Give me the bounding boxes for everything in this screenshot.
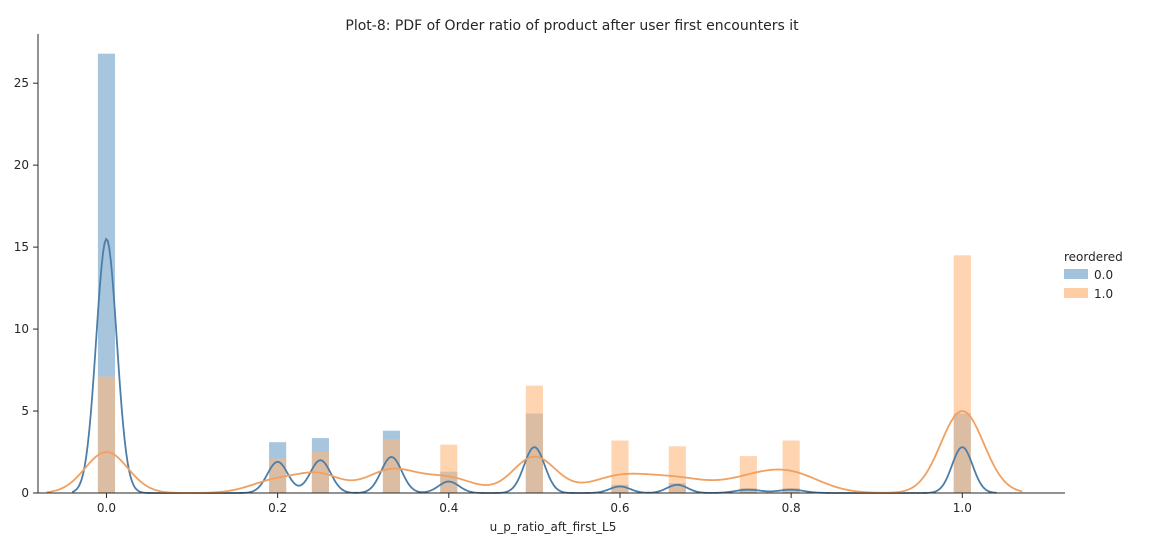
bar-s1-3 — [382, 438, 401, 493]
bars-layer — [97, 53, 971, 494]
x-tick-label-3: 0.6 — [610, 501, 629, 515]
legend-label-1-0: 1.0 — [1094, 287, 1113, 301]
x-tick-label-2: 0.4 — [439, 501, 458, 515]
x-tick-label-0: 0.0 — [97, 501, 116, 515]
y-tick-label-0: 0 — [21, 486, 29, 500]
legend-title: reordered — [1064, 250, 1123, 264]
bar-s1-4 — [440, 444, 458, 493]
legend-swatch-1-0 — [1064, 288, 1088, 298]
bar-s1-6 — [611, 440, 629, 493]
bar-s1-7 — [668, 446, 686, 493]
y-tick-label-2: 10 — [14, 322, 29, 336]
y-tick-label-1: 5 — [21, 404, 29, 418]
legend: reordered 0.0 1.0 — [1064, 250, 1123, 301]
bar-s1-0 — [97, 376, 116, 493]
bar-s1-10 — [953, 255, 971, 493]
legend-swatch-0-0 — [1064, 269, 1088, 279]
legend-label-0-0: 0.0 — [1094, 268, 1113, 282]
y-tick-label-3: 15 — [14, 240, 29, 254]
axes-layer: 0.0 0.2 0.4 0.6 0.8 1.0 0 5 10 15 20 25 — [14, 34, 1065, 515]
x-tick-label-4: 0.8 — [782, 501, 801, 515]
bar-s1-1 — [269, 458, 287, 493]
y-tick-label-5: 25 — [14, 76, 29, 90]
y-tick-label-4: 20 — [14, 158, 29, 172]
bar-s1-5 — [525, 385, 543, 493]
x-axis-label: u_p_ratio_aft_first_L5 — [490, 520, 617, 534]
bar-s1-9 — [782, 440, 800, 493]
chart-title: Plot-8: PDF of Order ratio of product af… — [345, 18, 799, 34]
x-tick-label-1: 0.2 — [268, 501, 287, 515]
x-tick-label-5: 1.0 — [953, 501, 972, 515]
